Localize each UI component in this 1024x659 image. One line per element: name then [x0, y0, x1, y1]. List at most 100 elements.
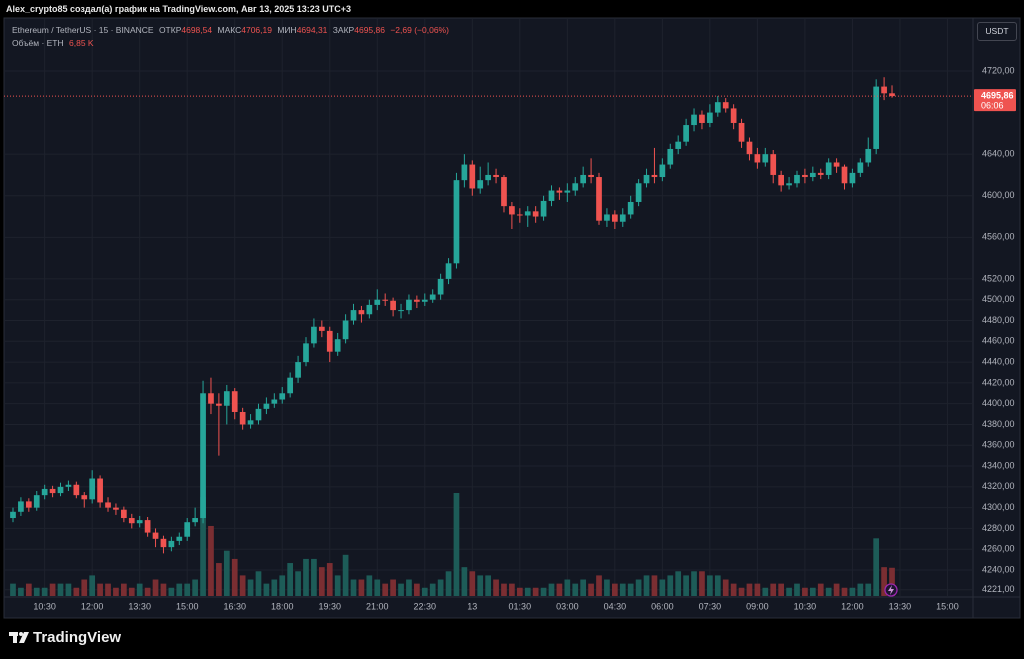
candle-body	[493, 174, 499, 178]
bar-countdown: 06:06	[981, 100, 1004, 110]
volume-bar	[429, 583, 436, 596]
candle-body	[374, 299, 381, 305]
candle-body	[604, 214, 610, 221]
y-tick-label: 4440,00	[982, 356, 1015, 366]
open-value: 4698,54	[181, 25, 213, 35]
candle-body	[105, 502, 111, 508]
share-title: Alex_crypto85 создал(а) график на Tradin…	[6, 4, 352, 14]
y-tick-label: 4520,00	[982, 273, 1015, 283]
candle-body	[128, 518, 135, 524]
high-value: 4706,19	[241, 25, 272, 35]
volume-bar	[184, 583, 191, 596]
candle-body	[176, 536, 183, 541]
candle-body	[10, 511, 16, 519]
volume-bar	[437, 579, 444, 596]
volume-bar	[619, 583, 626, 596]
candle-body	[65, 484, 72, 487]
x-tick-label: 09:00	[746, 601, 769, 611]
candle-body	[445, 263, 452, 279]
volume-bar	[25, 583, 32, 596]
volume-bar	[469, 571, 476, 596]
x-tick-label: 06:00	[651, 601, 674, 611]
volume-bar	[865, 583, 872, 596]
tv-logo	[9, 632, 29, 643]
candle-body	[231, 391, 238, 412]
currency-button[interactable]: USDT	[977, 22, 1017, 41]
volume-bar	[311, 558, 317, 596]
volume-bar	[841, 587, 848, 596]
y-tick-label: 4560,00	[982, 232, 1015, 242]
candle-body	[611, 214, 618, 222]
candle-body	[722, 102, 729, 109]
volume-bar	[548, 583, 555, 596]
candle-body	[390, 300, 396, 311]
candle-body	[833, 162, 840, 167]
volume-bar	[216, 563, 222, 596]
low-value: 4694,31	[296, 25, 328, 35]
candle-body	[754, 154, 761, 163]
brand: TradingView	[33, 629, 122, 646]
volume-bar	[10, 583, 16, 596]
candle-body	[865, 148, 872, 163]
volume-bar	[809, 587, 816, 596]
candle-body	[477, 180, 484, 189]
candle-body	[366, 304, 373, 315]
volume-bar	[794, 583, 800, 596]
candle-body	[572, 183, 579, 191]
candle-body	[152, 532, 159, 539]
candles	[10, 77, 895, 554]
candle-body	[548, 190, 555, 201]
volume-bar	[176, 583, 183, 596]
candle-body	[113, 507, 119, 510]
y-tick-label: 4420,00	[982, 377, 1015, 387]
volume-bar	[208, 525, 214, 596]
volume-bar	[493, 579, 499, 596]
volume-bar	[675, 571, 682, 596]
x-tick-label: 04:30	[604, 601, 627, 611]
volume-bar	[802, 587, 808, 596]
volume-bar	[231, 558, 238, 596]
volume-bar	[326, 563, 333, 596]
candle-body	[263, 403, 270, 409]
candle-body	[192, 518, 198, 523]
volume-bar	[105, 583, 111, 596]
volume-bar	[97, 583, 103, 596]
candle-body	[160, 538, 167, 548]
candle-body	[786, 183, 792, 186]
volume-bar	[746, 583, 753, 596]
volume-bar	[707, 575, 713, 596]
candle-body	[556, 190, 563, 193]
candle-body	[247, 420, 254, 425]
axes: 4221,00 4240,00 4260,00 4280,00 4300,00 4320,…	[4, 65, 1016, 611]
y-tick-label: 4500,00	[982, 294, 1015, 304]
candle-body	[342, 320, 349, 340]
candle-body	[271, 399, 278, 404]
last-price-box	[974, 89, 1016, 112]
volume-bar	[113, 587, 119, 596]
x-tick-label: 10:30	[794, 601, 817, 611]
candle-body	[318, 326, 325, 331]
volume-bar	[144, 587, 151, 596]
volume-bar	[41, 587, 48, 596]
candle-body	[216, 403, 222, 406]
volume-bar	[445, 571, 452, 596]
symbol[interactable]: Ethereum / TetherUS · 15 · BINANCE	[12, 25, 154, 35]
legend: Ethereum / TetherUS · 15 · BINANCE ОТКР4…	[12, 24, 452, 50]
candle-body	[406, 299, 412, 311]
volume-title[interactable]: Объём · ETH	[12, 38, 64, 48]
volume-bar	[762, 587, 769, 596]
volume-bar	[33, 587, 40, 596]
y-tick-label: 4320,00	[982, 481, 1015, 491]
candle-body	[841, 166, 848, 184]
volume-bar	[421, 587, 428, 596]
candle-body	[41, 488, 48, 496]
alert-icon[interactable]	[884, 583, 898, 597]
candle-body	[208, 393, 214, 404]
candle-body	[311, 326, 317, 344]
volume-bar	[833, 583, 840, 596]
x-tick-label: 12:00	[81, 601, 104, 611]
volume-bar	[651, 575, 658, 596]
legend-row: Ethereum / TetherUS · 15 · BINANCE ОТКР4…	[12, 24, 452, 37]
volume-bar	[121, 583, 127, 596]
candle-body	[136, 520, 143, 524]
